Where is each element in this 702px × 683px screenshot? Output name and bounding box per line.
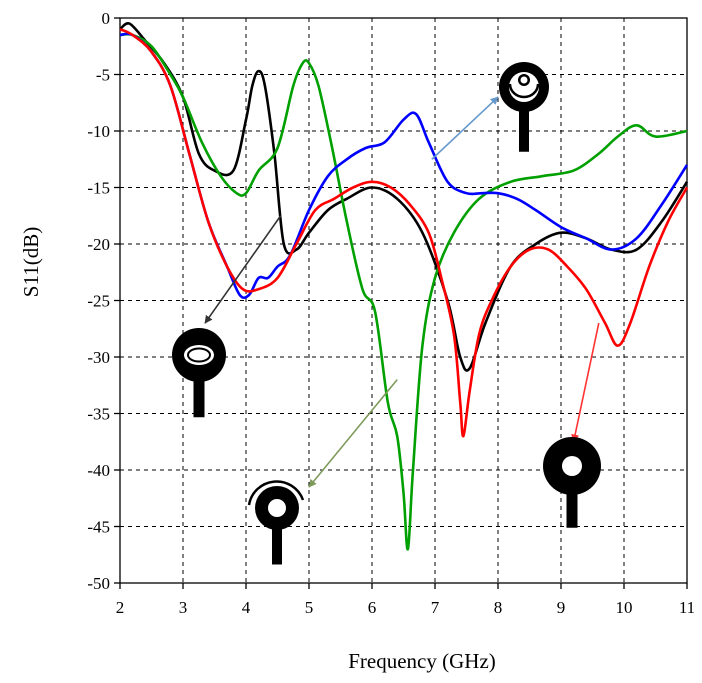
tick-labels: 2 3 4 5 6 7 8 9 10 11 0 -5 -10 -15 -20 -25 -30 -35 -40 -45 -… [87, 9, 695, 617]
annotation-arrow-red [571, 322, 600, 443]
annotations [204, 96, 600, 488]
x-tick-label: 9 [557, 598, 566, 617]
series-line-1 [119, 22, 689, 372]
y-tick-label: -40 [87, 461, 110, 480]
antenna-icons [172, 62, 601, 565]
annotation-arrow-black [204, 215, 282, 324]
antenna-feed [566, 487, 578, 528]
plain-ring-antenna-icon [543, 437, 601, 528]
annotation-arrow-green [308, 379, 398, 488]
y-tick-label: -25 [87, 292, 110, 311]
x-tick-label: 3 [179, 598, 188, 617]
x-tick-label: 6 [368, 598, 377, 617]
y-tick-label: -5 [96, 66, 110, 85]
antenna-inner-hole [520, 76, 528, 84]
x-tick-label: 7 [431, 598, 440, 617]
data-series [119, 22, 689, 551]
antenna-slot [562, 456, 582, 476]
antenna-outer-arc [247, 480, 305, 506]
antenna-inner-ring [187, 347, 211, 363]
y-tick-label: -35 [87, 405, 110, 424]
y-tick-label: 0 [102, 9, 111, 28]
antenna-slot [268, 499, 286, 517]
x-tick-label: 5 [305, 598, 314, 617]
ring-with-inner-ring-antenna-icon [172, 328, 226, 418]
antenna-feed [272, 524, 282, 565]
y-tick-label: -15 [87, 179, 110, 198]
x-axis-title: Frequency (GHz) [348, 649, 496, 673]
antenna-feed [519, 105, 529, 152]
x-tick-label: 10 [616, 598, 633, 617]
y-tick-label: -20 [87, 235, 110, 254]
series-line-4 [119, 28, 689, 438]
axes [114, 17, 688, 589]
x-tick-label: 2 [116, 598, 125, 617]
x-tick-label: 4 [242, 598, 251, 617]
y-tick-label: -50 [87, 574, 110, 593]
x-tick-label: 8 [494, 598, 503, 617]
antenna-feed [193, 375, 205, 418]
y-axis-title: S11(dB) [19, 227, 43, 297]
series-line-2 [119, 32, 688, 551]
ring-with-inner-arc-antenna-icon [499, 62, 549, 152]
y-tick-label: -45 [87, 518, 110, 537]
antenna-inner-arc [508, 83, 540, 99]
annotation-arrow-blue [431, 96, 499, 160]
y-tick-label: -10 [87, 122, 110, 141]
x-tick-label: 11 [679, 598, 695, 617]
y-tick-label: -30 [87, 348, 110, 367]
ring-with-outer-arc-antenna-icon [247, 480, 305, 565]
